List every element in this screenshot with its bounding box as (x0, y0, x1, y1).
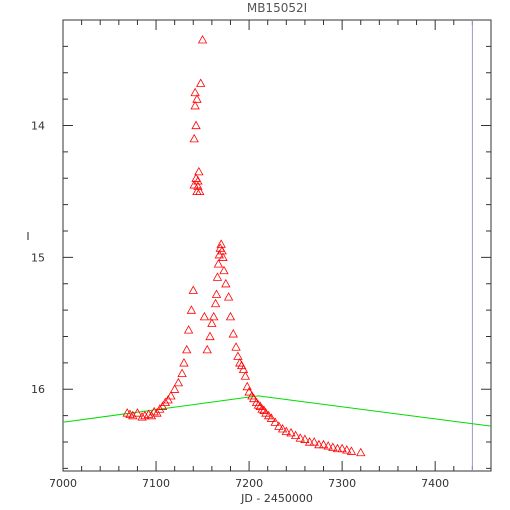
data-point (233, 351, 243, 360)
data-point (182, 344, 192, 354)
data-point (132, 408, 143, 417)
data-point (270, 417, 280, 426)
data-point (231, 342, 241, 351)
data-point (274, 421, 284, 430)
data-point (290, 430, 301, 439)
data-point (193, 181, 203, 190)
data-point (196, 78, 206, 87)
chart-title: MB15052I (247, 1, 307, 15)
data-point (277, 423, 288, 433)
data-point (304, 437, 315, 446)
data-point (209, 311, 219, 321)
data-point (197, 34, 208, 44)
data-point (257, 404, 267, 413)
data-point (323, 441, 333, 450)
data-point (166, 391, 176, 400)
data-point (223, 292, 234, 301)
data-point (266, 413, 277, 422)
data-point (337, 443, 347, 453)
data-point (346, 446, 357, 455)
plot-frame (62, 19, 492, 472)
x-axis-title: JD - 2450000 (240, 492, 313, 505)
x-tick-label: 7200 (235, 477, 263, 490)
x-tick-label: 7300 (328, 477, 356, 490)
data-point (318, 439, 329, 449)
data-point (128, 410, 138, 420)
data-point (244, 387, 254, 396)
data-point (191, 120, 201, 130)
data-point (286, 427, 296, 437)
data-point (228, 329, 238, 338)
data-point (218, 252, 228, 261)
data-point (225, 311, 236, 321)
data-point (211, 289, 222, 298)
data-point (199, 311, 210, 321)
data-point (253, 400, 264, 409)
data-point (300, 434, 310, 443)
x-tick-label: 7400 (421, 477, 449, 490)
data-point (216, 239, 226, 248)
data-point (342, 445, 352, 454)
data-point (137, 412, 147, 421)
y-tick-label: 16 (31, 383, 45, 396)
y-tick-label: 14 (31, 119, 45, 132)
plot-area: 7000 7100 7200 7300 7400 14 15 16 (31, 19, 492, 490)
data-point (207, 318, 217, 327)
data-point (177, 368, 187, 378)
data-point (169, 384, 180, 393)
data-point (188, 285, 198, 294)
data-point (140, 410, 150, 420)
data-point (186, 305, 197, 314)
data-point (183, 325, 194, 334)
data-point (213, 259, 224, 268)
y-axis-title: I (26, 230, 29, 243)
data-point (309, 437, 319, 446)
data-point (263, 410, 274, 420)
data-point (356, 447, 366, 457)
data-point (332, 443, 343, 453)
data-point (173, 377, 184, 387)
data-point (328, 442, 338, 451)
data-point (217, 245, 227, 255)
data-point (155, 404, 165, 413)
data-point (219, 265, 229, 275)
data-point (192, 94, 202, 103)
data-point (221, 278, 231, 288)
data-point (210, 298, 221, 308)
data-point (122, 408, 132, 417)
x-tick-label: 7000 (49, 477, 77, 490)
data-point (238, 364, 249, 374)
data-point (205, 331, 215, 341)
data-point (242, 381, 252, 391)
data-point (189, 133, 199, 143)
data-point (314, 439, 324, 449)
data-point (179, 358, 189, 367)
x-tick-label: 7100 (142, 477, 170, 490)
data-point (195, 186, 205, 196)
data-point (193, 176, 203, 185)
data-point (202, 344, 212, 354)
data-point (190, 100, 200, 110)
data-point (194, 166, 204, 176)
data-point (281, 426, 291, 436)
data-point (212, 272, 223, 281)
data-point (249, 393, 259, 403)
data-point (240, 371, 251, 380)
data-point (190, 87, 200, 97)
y-tick-label: 15 (31, 251, 45, 264)
data-point (295, 433, 305, 442)
data-point (160, 397, 171, 407)
data-point (125, 409, 135, 418)
